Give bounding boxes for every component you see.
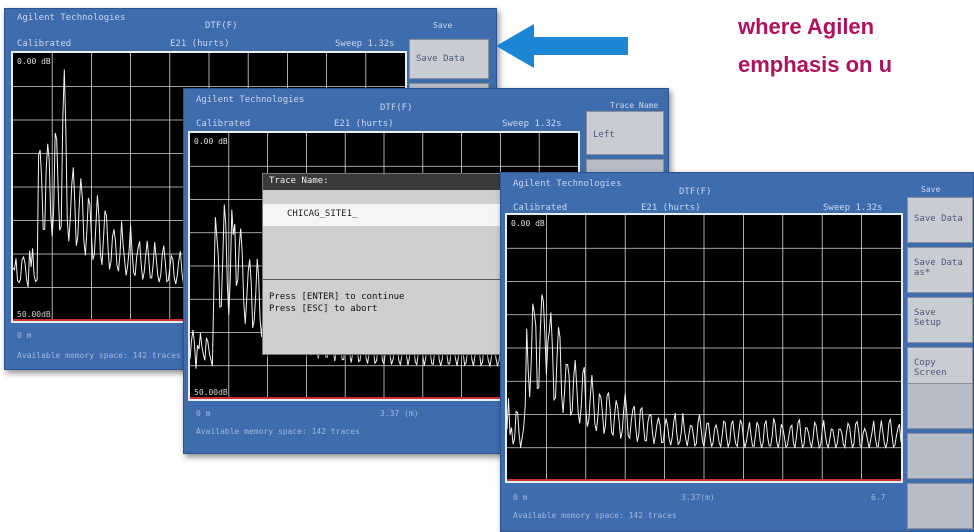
x-start-label: 0 m [513, 493, 527, 502]
ref-level-label: 0.00 dB [17, 57, 51, 66]
x-start-label: 0 m [196, 409, 210, 418]
x-center-label: 3.37(m) [681, 493, 715, 502]
sweep-time: Sweep 1.32s [823, 203, 883, 213]
bottom-ref-label: 50.00dB [17, 310, 51, 319]
save-setup-button[interactable]: Save Setup [907, 297, 973, 343]
measurement-mode: DTF(F) [679, 187, 712, 197]
x-start-label: 0 m [17, 331, 31, 340]
measurement-sub: E21 (hurts) [334, 119, 394, 129]
measurement-mode: DTF(F) [205, 21, 238, 31]
memory-status: Available memory space: 142 traces [196, 427, 360, 436]
tagline-line-1: where Agilen [738, 14, 874, 40]
bottom-ref-label: 50.00dB [194, 388, 228, 397]
brand-label: Agilent Technologies [17, 13, 125, 23]
calibration-status: Calibrated [196, 119, 250, 129]
trace-graph [507, 215, 901, 481]
save-data-button[interactable]: Save Data [409, 39, 489, 79]
analyzer-screen-front: Agilent Technologies DTF(F) Calibrated E… [500, 172, 974, 532]
arrow-left-icon [494, 20, 630, 72]
brand-label: Agilent Technologies [196, 95, 304, 105]
softkey-menu-title: Save [921, 185, 940, 194]
sweep-time: Sweep 1.32s [335, 39, 395, 49]
measurement-sub: E21 (hurts) [170, 39, 230, 49]
tagline-line-2: emphasis on u [738, 52, 892, 78]
trace-plot: 0.00 dB [505, 213, 903, 483]
calibration-status: Calibrated [17, 39, 71, 49]
brand-label: Agilent Technologies [513, 179, 621, 189]
ref-level-label: 0.00 dB [511, 219, 545, 228]
softkey-blank[interactable] [907, 383, 973, 429]
memory-status: Available memory space: 142 traces [17, 351, 181, 360]
save-data-button[interactable]: Save Data [907, 197, 973, 243]
softkey-blank[interactable] [907, 483, 973, 529]
enter-hint: Press [ENTER] to continue [269, 292, 404, 302]
x-center-label: 3.37 (m) [380, 409, 419, 418]
left-button[interactable]: Left [586, 111, 664, 155]
ref-level-label: 0.00 dB [194, 137, 228, 146]
softkey-blank[interactable] [907, 433, 973, 479]
x-end-label: 6.7 [871, 493, 885, 502]
calibration-status: Calibrated [513, 203, 567, 213]
measurement-sub: E21 (hurts) [641, 203, 701, 213]
softkey-menu-title: Trace Name [610, 101, 658, 110]
save-data-as-button[interactable]: Save Data as* [907, 247, 973, 293]
esc-hint: Press [ESC] to abort [269, 304, 377, 314]
softkey-menu-title: Save [433, 21, 452, 30]
measurement-mode: DTF(F) [380, 103, 413, 113]
memory-status: Available memory space: 142 traces [513, 511, 677, 520]
arrow-shape [496, 24, 628, 68]
sweep-time: Sweep 1.32s [502, 119, 562, 129]
